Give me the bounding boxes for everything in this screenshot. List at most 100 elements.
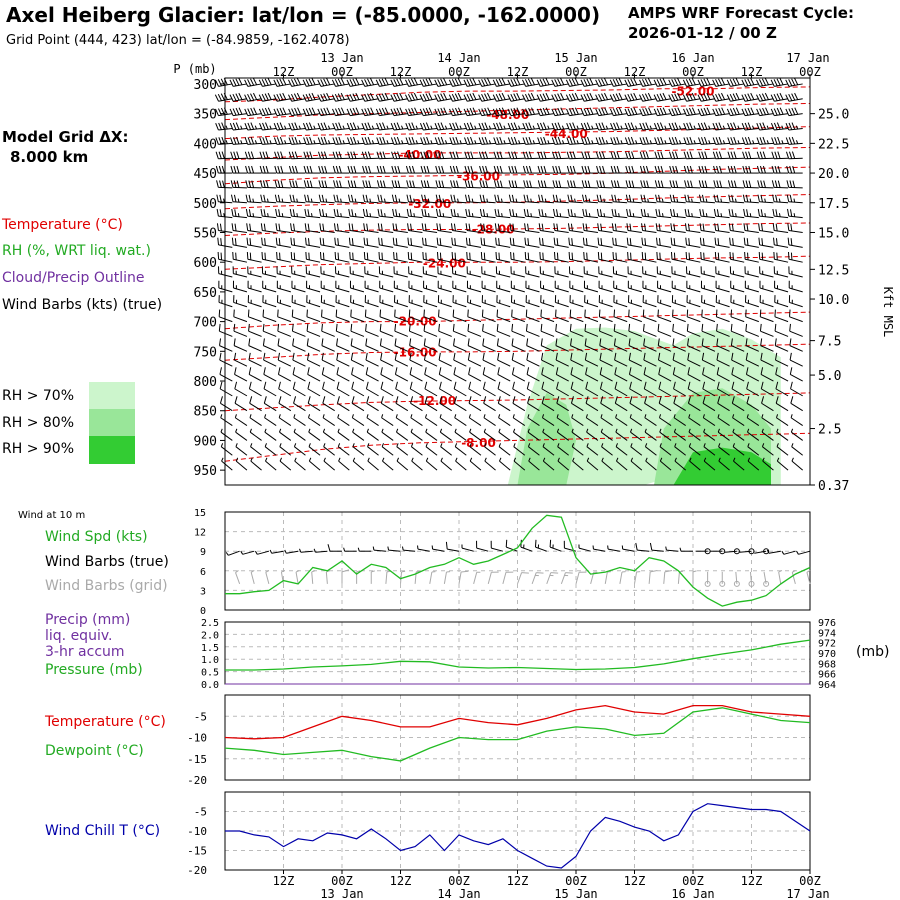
wind-barb bbox=[232, 251, 248, 263]
barb-half-flag bbox=[792, 569, 796, 573]
wind-barb bbox=[775, 381, 789, 397]
barb-half-flag bbox=[357, 125, 360, 130]
barb-shaft bbox=[409, 330, 423, 337]
barb-flag bbox=[487, 107, 492, 115]
barb-half-flag bbox=[351, 414, 354, 418]
barb-half-flag bbox=[649, 140, 652, 144]
wind-barb bbox=[348, 208, 364, 219]
wind-barb bbox=[599, 338, 613, 352]
barb-flag bbox=[657, 151, 661, 159]
barb-flag bbox=[333, 208, 336, 217]
barb-flag bbox=[454, 78, 459, 86]
wind-barb bbox=[585, 396, 599, 412]
barb-flag bbox=[380, 367, 383, 375]
barb-flag bbox=[733, 136, 737, 145]
wind-barb bbox=[215, 122, 233, 131]
barb-flag bbox=[380, 396, 384, 404]
barb-flag bbox=[420, 137, 424, 145]
wind-barb bbox=[434, 107, 452, 117]
barb-shaft bbox=[452, 258, 467, 263]
barb-flag bbox=[454, 107, 459, 115]
barb-flag bbox=[263, 367, 266, 375]
barb-flag bbox=[553, 251, 556, 260]
barb-shaft bbox=[759, 244, 774, 248]
barb-half-flag bbox=[647, 198, 649, 203]
barb-shaft bbox=[600, 402, 613, 412]
wind-barb bbox=[655, 223, 672, 233]
barb-flag bbox=[511, 194, 515, 203]
barb-shaft bbox=[467, 330, 482, 337]
barb-flag bbox=[525, 108, 530, 116]
barb-half-flag bbox=[790, 414, 793, 418]
barb-flag bbox=[595, 79, 600, 87]
wind-barb bbox=[347, 151, 364, 160]
barb-flag bbox=[530, 78, 535, 86]
barb-flag bbox=[541, 238, 544, 246]
barb-flag bbox=[450, 180, 453, 188]
barb-flag bbox=[612, 237, 614, 245]
barb-flag bbox=[394, 165, 398, 174]
barb-flag bbox=[333, 180, 336, 188]
barb-shaft bbox=[584, 83, 599, 87]
wind-barb bbox=[304, 194, 321, 204]
barb-shaft bbox=[426, 460, 438, 471]
barb-shaft bbox=[510, 201, 525, 204]
barb-flag bbox=[536, 94, 541, 102]
barb-shaft bbox=[467, 83, 482, 87]
barb-shaft bbox=[336, 374, 350, 382]
barb-shaft bbox=[556, 417, 569, 426]
barb-shaft bbox=[511, 287, 525, 293]
barb-flag bbox=[319, 223, 322, 231]
barb-flag bbox=[580, 108, 585, 116]
barb-shaft bbox=[425, 417, 438, 426]
barb-shaft bbox=[760, 359, 774, 367]
barb-shaft bbox=[744, 113, 759, 117]
wind-barb bbox=[302, 78, 321, 87]
barb-shaft bbox=[686, 273, 701, 278]
barb-calm bbox=[719, 580, 726, 587]
wind-barb bbox=[668, 122, 686, 131]
barb-shaft bbox=[367, 446, 379, 456]
barb-shaft bbox=[774, 230, 789, 233]
barb-shaft bbox=[437, 98, 452, 102]
wind-barb bbox=[760, 381, 774, 397]
grid-wind-barb bbox=[341, 569, 350, 584]
wind-barb bbox=[654, 165, 672, 174]
barb-flag bbox=[348, 237, 351, 245]
wind-barb bbox=[420, 180, 438, 189]
barb-flag bbox=[419, 108, 424, 116]
barb-shaft bbox=[658, 388, 672, 397]
barb-flag bbox=[484, 122, 489, 130]
barb-half-flag bbox=[410, 428, 413, 433]
barb-flag bbox=[426, 180, 430, 188]
wind-barb bbox=[610, 165, 628, 174]
barb-flag bbox=[511, 323, 514, 332]
barb-flag bbox=[731, 396, 735, 404]
barb-flag bbox=[495, 79, 500, 87]
wind-barb bbox=[743, 237, 759, 248]
barb-flag bbox=[774, 180, 778, 188]
wind-barb bbox=[742, 151, 759, 160]
wind-barb bbox=[730, 338, 745, 352]
barb-flag bbox=[317, 151, 322, 159]
wind-barb bbox=[478, 136, 496, 145]
barb-flag bbox=[524, 251, 527, 260]
barb-half-flag bbox=[415, 125, 418, 130]
wind-barb bbox=[436, 251, 452, 263]
wind-barb bbox=[408, 280, 423, 293]
barb-shaft bbox=[276, 244, 291, 248]
x-tick-label: 12Z bbox=[507, 65, 529, 79]
barb-flag bbox=[614, 396, 618, 404]
barb-shaft bbox=[335, 83, 350, 87]
barb-flag bbox=[526, 381, 530, 389]
barb-shaft bbox=[409, 316, 423, 323]
barb-flag bbox=[470, 165, 474, 174]
barb-flag bbox=[296, 92, 301, 100]
barb-flag bbox=[587, 180, 591, 188]
barb-shaft bbox=[220, 417, 233, 426]
barb-shaft bbox=[248, 359, 262, 367]
barb-half-flag bbox=[454, 428, 457, 433]
wind-barb bbox=[361, 136, 379, 145]
barb-half-flag bbox=[601, 443, 604, 447]
wind-speed-label: Wind Spd (kts) bbox=[45, 529, 148, 545]
